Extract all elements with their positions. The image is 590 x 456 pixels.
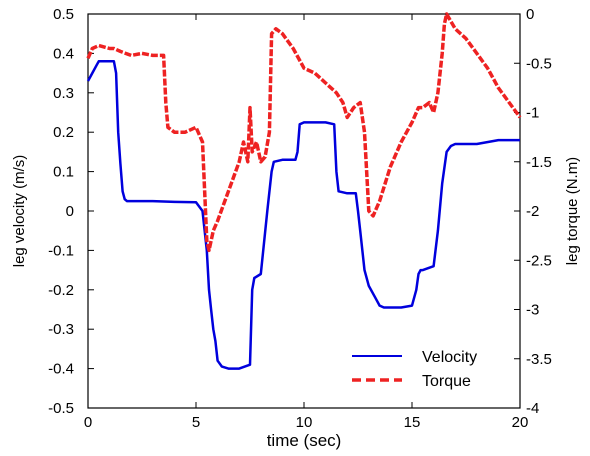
x-tick-label: 15 (404, 414, 421, 431)
left-y-tick-label: 0.1 (53, 164, 74, 181)
left-y-tick-label: 0.3 (53, 85, 74, 102)
left-y-tick-label: -0.4 (48, 361, 74, 378)
right-y-tick-label: -4 (526, 400, 539, 417)
right-y-tick-label: -3.5 (526, 351, 552, 368)
left-y-tick-label: 0.5 (53, 6, 74, 23)
right-y-axis-title: leg torque (N.m) (564, 157, 581, 265)
x-tick-label: 20 (512, 414, 529, 431)
series-line-torque (86, 12, 522, 253)
left-y-tick-label: 0 (66, 203, 74, 220)
x-tick-label: 0 (84, 414, 92, 431)
right-y-tick-label: -0.5 (526, 55, 552, 72)
x-tick-label: 10 (296, 414, 313, 431)
right-y-tick-label: -1 (526, 105, 539, 122)
right-y-tick-label: 0 (526, 6, 534, 23)
series-layer (86, 12, 522, 370)
x-tick-label: 5 (192, 414, 200, 431)
left-y-tick-label: -0.3 (48, 321, 74, 338)
left-y-tick-label: -0.1 (48, 242, 74, 259)
legend-label-velocity: Velocity (422, 349, 477, 366)
left-y-axis-title: leg velocity (m/s) (11, 155, 28, 268)
right-y-tick-label: -2.5 (526, 252, 552, 269)
x-axis-title: time (sec) (267, 431, 342, 450)
legend-label-torque: Torque (422, 373, 471, 390)
left-y-tick-label: -0.5 (48, 400, 74, 417)
legend: Velocity Torque (352, 349, 477, 390)
left-y-tick-label: 0.2 (53, 124, 74, 141)
right-y-tick-label: -2 (526, 203, 539, 220)
right-y-tick-label: -3 (526, 302, 539, 319)
right-y-tick-label: -1.5 (526, 154, 552, 171)
series-line-velocity (86, 60, 520, 370)
axes-layer: 0 5 10 15 20 -0.5 -0.4 -0.3 -0.2 -0.1 0 0.1 0.2 0.3 0.… (48, 6, 552, 431)
left-y-tick-label: -0.2 (48, 282, 74, 299)
left-y-tick-label: 0.4 (53, 45, 74, 62)
